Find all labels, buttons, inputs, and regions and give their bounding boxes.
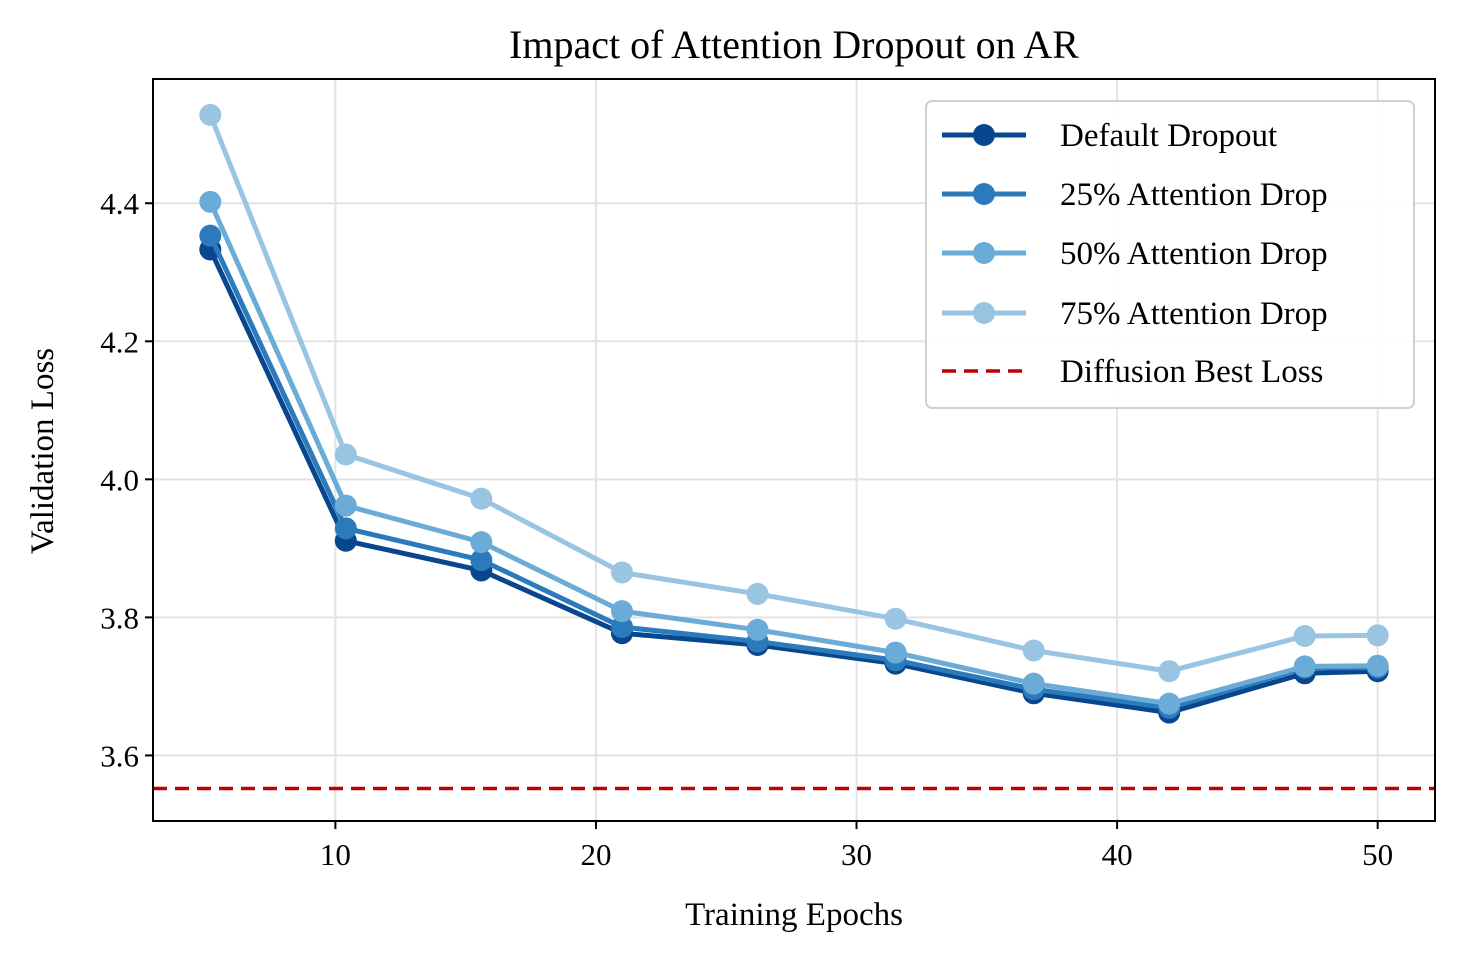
legend-marker bbox=[973, 302, 995, 324]
series-4 bbox=[199, 103, 1389, 683]
x-tick-label: 20 bbox=[580, 837, 611, 872]
data-point bbox=[1158, 692, 1181, 715]
chart-title: Impact of Attention Dropout on AR bbox=[509, 22, 1079, 67]
y-tick-label: 4.0 bbox=[100, 462, 139, 497]
legend-label: 25% Attention Drop bbox=[1060, 177, 1328, 213]
data-point bbox=[884, 607, 907, 630]
plot-frame bbox=[152, 78, 1436, 822]
data-point bbox=[199, 224, 222, 247]
series-line bbox=[207, 112, 1381, 674]
data-point bbox=[470, 549, 493, 572]
data-point bbox=[199, 190, 222, 213]
legend-label: 50% Attention Drop bbox=[1060, 236, 1328, 272]
legend-box bbox=[925, 100, 1415, 409]
legend-marker bbox=[973, 242, 995, 264]
data-point bbox=[884, 641, 907, 664]
data-point bbox=[611, 561, 634, 584]
x-tick-label: 40 bbox=[1102, 837, 1133, 872]
data-point bbox=[746, 582, 769, 605]
data-point bbox=[611, 600, 634, 623]
data-point bbox=[334, 517, 357, 540]
series-line bbox=[207, 199, 1381, 707]
data-point bbox=[1366, 624, 1389, 647]
data-point bbox=[1366, 654, 1389, 677]
data-point bbox=[611, 616, 634, 639]
data-point bbox=[334, 443, 357, 466]
legend-label: 75% Attention Drop bbox=[1060, 296, 1328, 332]
series-line bbox=[207, 233, 1381, 711]
legend-label: Default Dropout bbox=[1060, 118, 1277, 154]
x-tick-label: 10 bbox=[320, 837, 351, 872]
data-point bbox=[1158, 660, 1181, 683]
legend-marker bbox=[973, 183, 995, 205]
data-point bbox=[1293, 655, 1316, 678]
y-tick-label: 3.8 bbox=[100, 600, 139, 635]
series-3 bbox=[199, 190, 1389, 715]
y-tick-label: 3.6 bbox=[100, 738, 139, 773]
y-axis-label: Validation Loss bbox=[25, 348, 61, 554]
data-point bbox=[1022, 639, 1045, 662]
data-point bbox=[746, 618, 769, 641]
series-group bbox=[199, 103, 1389, 724]
y-tick-label: 4.2 bbox=[100, 324, 139, 359]
series-line bbox=[207, 246, 1381, 716]
axis-ticks: 10 20 30 40 50 3.6 3.8 4.0 4.2 4.4 bbox=[100, 186, 1393, 872]
data-point bbox=[1293, 625, 1316, 648]
data-point bbox=[1022, 672, 1045, 695]
data-point bbox=[470, 531, 493, 554]
x-axis-label: Training Epochs bbox=[685, 897, 903, 933]
x-tick-label: 50 bbox=[1362, 837, 1393, 872]
data-point bbox=[470, 487, 493, 510]
data-point bbox=[199, 103, 222, 126]
legend-label: Diffusion Best Loss bbox=[1060, 354, 1323, 390]
legend: Default Dropout 25% Attention Drop 50% Att… bbox=[925, 100, 1415, 409]
x-tick-label: 30 bbox=[841, 837, 872, 872]
legend-marker bbox=[973, 124, 995, 146]
data-point bbox=[334, 494, 357, 517]
y-tick-label: 4.4 bbox=[100, 186, 139, 221]
